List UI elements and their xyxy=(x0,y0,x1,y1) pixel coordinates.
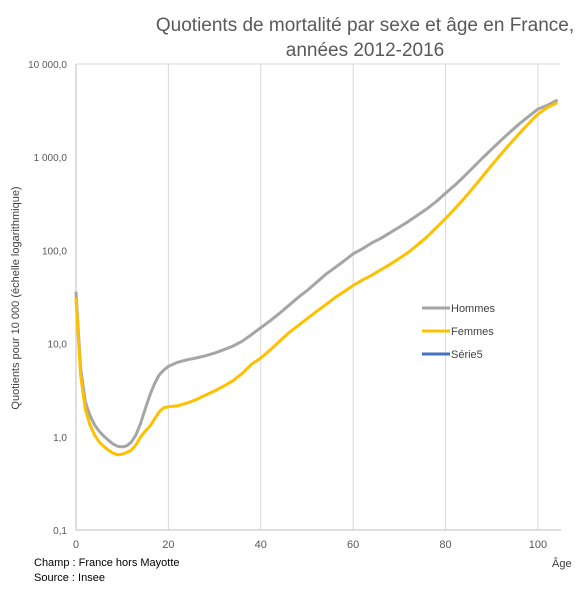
series-lines xyxy=(74,99,558,457)
chart-title-line-2: années 2012-2016 xyxy=(286,40,444,61)
y-tick-label: 10 000,0 xyxy=(28,60,67,71)
legend-label: Hommes xyxy=(451,303,496,315)
legend: Hommes Femmes Série5 xyxy=(422,303,496,361)
x-tick-labels: 0 20 40 60 80 100 xyxy=(73,539,547,551)
y-tick-label: 1,0 xyxy=(53,433,67,444)
x-tick-label: 80 xyxy=(439,539,451,551)
legend-label: Femmes xyxy=(451,326,494,338)
axes xyxy=(75,64,561,531)
gridlines xyxy=(76,63,561,530)
y-tick-labels: 0,1 1,0 10,0 100,0 1 000,0 10 000,0 xyxy=(28,60,67,537)
x-tick-label: 40 xyxy=(255,539,267,551)
x-tick-label: 0 xyxy=(73,539,79,551)
y-tick-label: 10,0 xyxy=(48,340,68,351)
series-line-hommes xyxy=(74,99,558,449)
series-line-femmes xyxy=(74,101,558,457)
y-axis-label: Quotients pour 10 000 (échelle logarithm… xyxy=(10,186,22,409)
x-tick-label: 60 xyxy=(347,539,359,551)
y-tick-label: 1 000,0 xyxy=(34,153,68,164)
source-note: Source : Insee xyxy=(34,572,105,584)
y-tick-label: 100,0 xyxy=(42,246,67,257)
x-tick-label: 20 xyxy=(162,539,174,551)
chart-title-line-1: Quotients de mortalité par sexe et âge e… xyxy=(156,15,574,36)
x-axis-label: Âge xyxy=(552,558,572,570)
legend-label: Série5 xyxy=(451,349,483,361)
x-tick-label: 100 xyxy=(529,539,547,551)
champ-note: Champ : France hors Mayotte xyxy=(34,557,180,569)
y-tick-label: 0,1 xyxy=(53,526,67,537)
